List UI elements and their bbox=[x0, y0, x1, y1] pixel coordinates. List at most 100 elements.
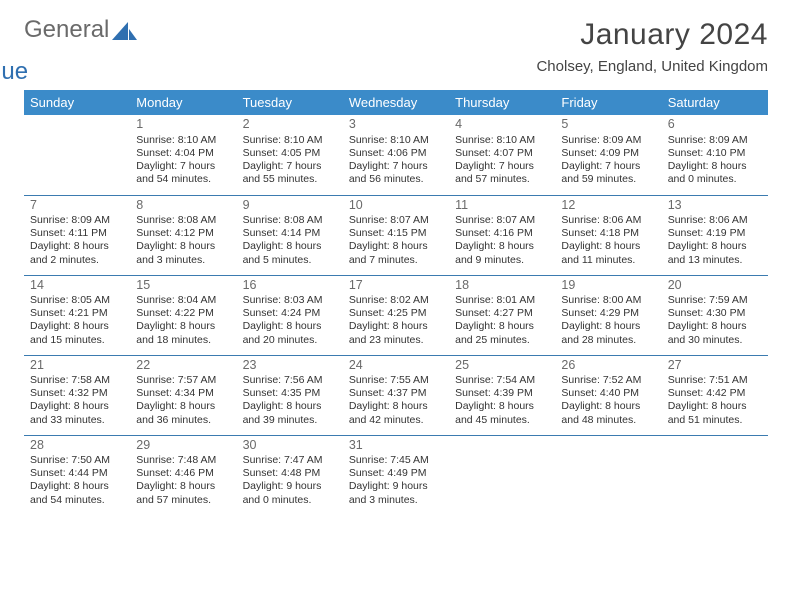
cell-line: Sunrise: 8:10 AM bbox=[136, 134, 230, 147]
page-title: January 2024 bbox=[536, 18, 768, 52]
cell-line: Sunset: 4:16 PM bbox=[455, 227, 549, 240]
cell-lines: Sunrise: 8:08 AMSunset: 4:14 PMDaylight:… bbox=[243, 214, 337, 267]
weekday-head: Friday bbox=[555, 90, 661, 115]
cell-line: Sunset: 4:34 PM bbox=[136, 387, 230, 400]
cell-lines: Sunrise: 8:01 AMSunset: 4:27 PMDaylight:… bbox=[455, 294, 549, 347]
day-number: 28 bbox=[30, 438, 124, 454]
cell-line: and 33 minutes. bbox=[30, 414, 124, 427]
cell-line: Sunset: 4:40 PM bbox=[561, 387, 655, 400]
calendar-cell: 9Sunrise: 8:08 AMSunset: 4:14 PMDaylight… bbox=[237, 195, 343, 275]
calendar-row: 21Sunrise: 7:58 AMSunset: 4:32 PMDayligh… bbox=[24, 355, 768, 435]
cell-lines: Sunrise: 7:47 AMSunset: 4:48 PMDaylight:… bbox=[243, 454, 337, 507]
cell-line: Daylight: 8 hours bbox=[243, 320, 337, 333]
cell-line: Sunrise: 8:09 AM bbox=[668, 134, 762, 147]
weekday-head: Thursday bbox=[449, 90, 555, 115]
cell-line: and 20 minutes. bbox=[243, 334, 337, 347]
calendar-cell: 27Sunrise: 7:51 AMSunset: 4:42 PMDayligh… bbox=[662, 355, 768, 435]
cell-line: Daylight: 8 hours bbox=[30, 480, 124, 493]
calendar-cell bbox=[449, 435, 555, 515]
cell-line: Sunrise: 7:47 AM bbox=[243, 454, 337, 467]
day-number: 16 bbox=[243, 278, 337, 294]
cell-line: Sunset: 4:07 PM bbox=[455, 147, 549, 160]
day-number: 6 bbox=[668, 117, 762, 133]
cell-lines: Sunrise: 7:45 AMSunset: 4:49 PMDaylight:… bbox=[349, 454, 443, 507]
cell-line: and 15 minutes. bbox=[30, 334, 124, 347]
calendar-cell: 4Sunrise: 8:10 AMSunset: 4:07 PMDaylight… bbox=[449, 115, 555, 195]
cell-line: and 13 minutes. bbox=[668, 254, 762, 267]
day-number: 23 bbox=[243, 358, 337, 374]
cell-lines: Sunrise: 8:07 AMSunset: 4:16 PMDaylight:… bbox=[455, 214, 549, 267]
cell-line: Sunrise: 7:50 AM bbox=[30, 454, 124, 467]
cell-line: Sunrise: 8:08 AM bbox=[136, 214, 230, 227]
cell-line: and 3 minutes. bbox=[136, 254, 230, 267]
cell-line: Daylight: 8 hours bbox=[455, 400, 549, 413]
cell-line: Sunrise: 7:55 AM bbox=[349, 374, 443, 387]
calendar-cell: 3Sunrise: 8:10 AMSunset: 4:06 PMDaylight… bbox=[343, 115, 449, 195]
cell-line: Daylight: 8 hours bbox=[455, 320, 549, 333]
cell-lines: Sunrise: 8:06 AMSunset: 4:19 PMDaylight:… bbox=[668, 214, 762, 267]
cell-line: Sunrise: 8:09 AM bbox=[30, 214, 124, 227]
calendar-cell bbox=[24, 115, 130, 195]
cell-line: Sunset: 4:06 PM bbox=[349, 147, 443, 160]
cell-line: and 5 minutes. bbox=[243, 254, 337, 267]
cell-line: Sunset: 4:37 PM bbox=[349, 387, 443, 400]
location-subtitle: Cholsey, England, United Kingdom bbox=[536, 58, 768, 75]
cell-line: and 0 minutes. bbox=[668, 173, 762, 186]
day-number: 22 bbox=[136, 358, 230, 374]
day-number: 8 bbox=[136, 198, 230, 214]
cell-line: Sunset: 4:22 PM bbox=[136, 307, 230, 320]
day-number: 24 bbox=[349, 358, 443, 374]
calendar-cell: 13Sunrise: 8:06 AMSunset: 4:19 PMDayligh… bbox=[662, 195, 768, 275]
calendar-cell: 19Sunrise: 8:00 AMSunset: 4:29 PMDayligh… bbox=[555, 275, 661, 355]
cell-lines: Sunrise: 7:52 AMSunset: 4:40 PMDaylight:… bbox=[561, 374, 655, 427]
day-number: 2 bbox=[243, 117, 337, 133]
cell-lines: Sunrise: 7:48 AMSunset: 4:46 PMDaylight:… bbox=[136, 454, 230, 507]
cell-line: Daylight: 8 hours bbox=[30, 320, 124, 333]
cell-lines: Sunrise: 8:05 AMSunset: 4:21 PMDaylight:… bbox=[30, 294, 124, 347]
calendar-cell: 15Sunrise: 8:04 AMSunset: 4:22 PMDayligh… bbox=[130, 275, 236, 355]
cell-lines: Sunrise: 8:09 AMSunset: 4:09 PMDaylight:… bbox=[561, 134, 655, 187]
cell-line: Sunset: 4:48 PM bbox=[243, 467, 337, 480]
cell-line: and 7 minutes. bbox=[349, 254, 443, 267]
day-number: 12 bbox=[561, 198, 655, 214]
cell-lines: Sunrise: 8:08 AMSunset: 4:12 PMDaylight:… bbox=[136, 214, 230, 267]
cell-line: Sunrise: 8:07 AM bbox=[455, 214, 549, 227]
calendar-row: 28Sunrise: 7:50 AMSunset: 4:44 PMDayligh… bbox=[24, 435, 768, 515]
cell-line: and 54 minutes. bbox=[136, 173, 230, 186]
cell-line: Sunset: 4:18 PM bbox=[561, 227, 655, 240]
calendar-cell: 14Sunrise: 8:05 AMSunset: 4:21 PMDayligh… bbox=[24, 275, 130, 355]
cell-line: Sunrise: 7:58 AM bbox=[30, 374, 124, 387]
cell-line: and 18 minutes. bbox=[136, 334, 230, 347]
cell-line: Sunrise: 8:03 AM bbox=[243, 294, 337, 307]
cell-line: Daylight: 8 hours bbox=[349, 320, 443, 333]
cell-line: Sunrise: 8:10 AM bbox=[243, 134, 337, 147]
calendar-cell bbox=[555, 435, 661, 515]
calendar-cell: 6Sunrise: 8:09 AMSunset: 4:10 PMDaylight… bbox=[662, 115, 768, 195]
cell-lines: Sunrise: 8:04 AMSunset: 4:22 PMDaylight:… bbox=[136, 294, 230, 347]
cell-line: Daylight: 8 hours bbox=[30, 400, 124, 413]
cell-line: Daylight: 8 hours bbox=[30, 240, 124, 253]
cell-line: Daylight: 9 hours bbox=[243, 480, 337, 493]
cell-line: Sunrise: 8:09 AM bbox=[561, 134, 655, 147]
header: General Blue January 2024 Cholsey, Engla… bbox=[24, 18, 768, 84]
cell-line: Sunrise: 7:45 AM bbox=[349, 454, 443, 467]
day-number: 20 bbox=[668, 278, 762, 294]
cell-lines: Sunrise: 7:54 AMSunset: 4:39 PMDaylight:… bbox=[455, 374, 549, 427]
calendar-cell: 23Sunrise: 7:56 AMSunset: 4:35 PMDayligh… bbox=[237, 355, 343, 435]
cell-line: and 59 minutes. bbox=[561, 173, 655, 186]
cell-line: Sunset: 4:30 PM bbox=[668, 307, 762, 320]
cell-lines: Sunrise: 7:57 AMSunset: 4:34 PMDaylight:… bbox=[136, 374, 230, 427]
calendar-cell: 28Sunrise: 7:50 AMSunset: 4:44 PMDayligh… bbox=[24, 435, 130, 515]
cell-line: Daylight: 7 hours bbox=[136, 160, 230, 173]
day-number: 10 bbox=[349, 198, 443, 214]
brand-line1: General bbox=[24, 16, 109, 43]
cell-line: Daylight: 8 hours bbox=[349, 240, 443, 253]
cell-line: Daylight: 8 hours bbox=[136, 480, 230, 493]
cell-line: Sunrise: 8:07 AM bbox=[349, 214, 443, 227]
cell-line: Sunrise: 7:54 AM bbox=[455, 374, 549, 387]
cell-line: Daylight: 9 hours bbox=[349, 480, 443, 493]
calendar-cell bbox=[662, 435, 768, 515]
cell-line: Sunset: 4:25 PM bbox=[349, 307, 443, 320]
cell-line: Sunrise: 8:06 AM bbox=[668, 214, 762, 227]
day-number: 13 bbox=[668, 198, 762, 214]
